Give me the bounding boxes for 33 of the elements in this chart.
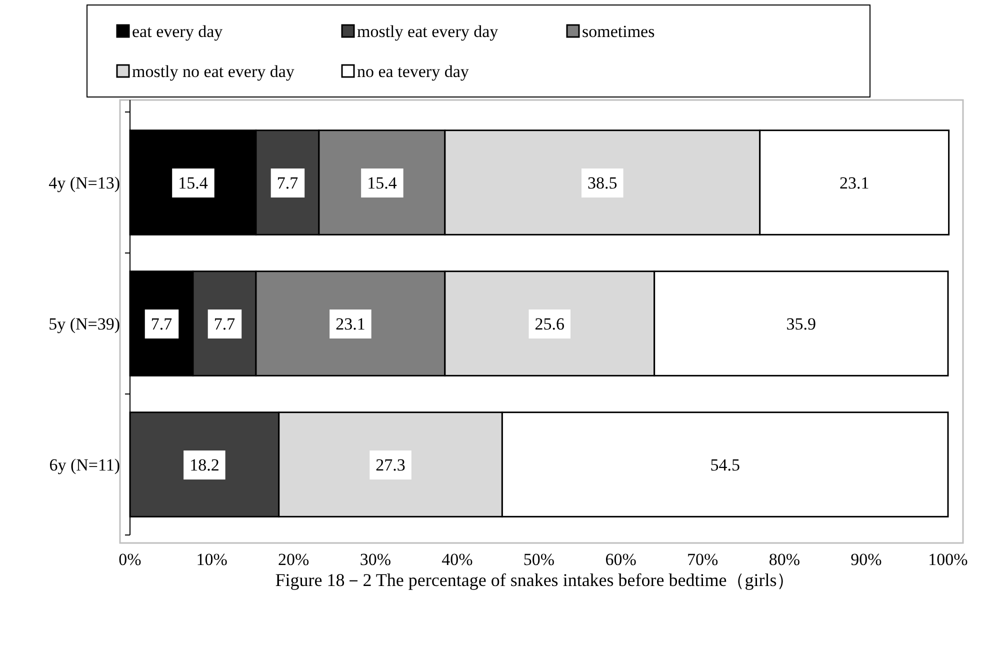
- legend-label: sometimes: [582, 22, 655, 41]
- x-tick-label: 0%: [118, 550, 142, 569]
- data-label: 7.7: [276, 174, 299, 192]
- x-tick-label: 100%: [928, 550, 968, 569]
- legend-label: no ea tevery day: [357, 62, 470, 81]
- legend-label: mostly eat every day: [357, 22, 499, 41]
- data-label: 23.1: [336, 314, 366, 334]
- y-tick-label: 6y (N=11): [49, 456, 120, 474]
- x-tick-label: 10%: [196, 550, 228, 569]
- y-tick-label: 5y (N=39): [48, 314, 120, 334]
- x-tick-label: 60%: [605, 550, 636, 569]
- y-tick-label: 4y (N=13): [48, 174, 120, 192]
- text: Figure 18－2 The percentage of snakes intakes before bedtime（girls）: [275, 570, 795, 590]
- data-label: 18.2: [190, 456, 220, 474]
- data-label: 38.5: [588, 174, 618, 192]
- data-label: 27.3: [376, 456, 406, 474]
- data-label: 15.4: [367, 174, 398, 192]
- x-tick-label: 50%: [523, 550, 555, 569]
- x-tick-label: 90%: [850, 550, 882, 569]
- x-tick-label: 20%: [278, 550, 310, 569]
- data-label: 25.6: [534, 314, 565, 334]
- data-label: 35.9: [786, 314, 816, 334]
- data-label: 54.5: [710, 456, 740, 474]
- legend-label: mostly no eat every day: [132, 62, 295, 81]
- x-tick-label: 70%: [687, 550, 718, 569]
- x-tick-label: 80%: [768, 550, 800, 569]
- legend-label: eat every day: [132, 22, 224, 41]
- x-tick-label: 40%: [442, 550, 473, 569]
- x-tick-label: 30%: [360, 550, 391, 569]
- data-label: 15.4: [178, 174, 208, 192]
- data-label: 7.7: [150, 314, 173, 334]
- data-label: 23.1: [839, 174, 870, 192]
- data-label: 7.7: [214, 314, 236, 334]
